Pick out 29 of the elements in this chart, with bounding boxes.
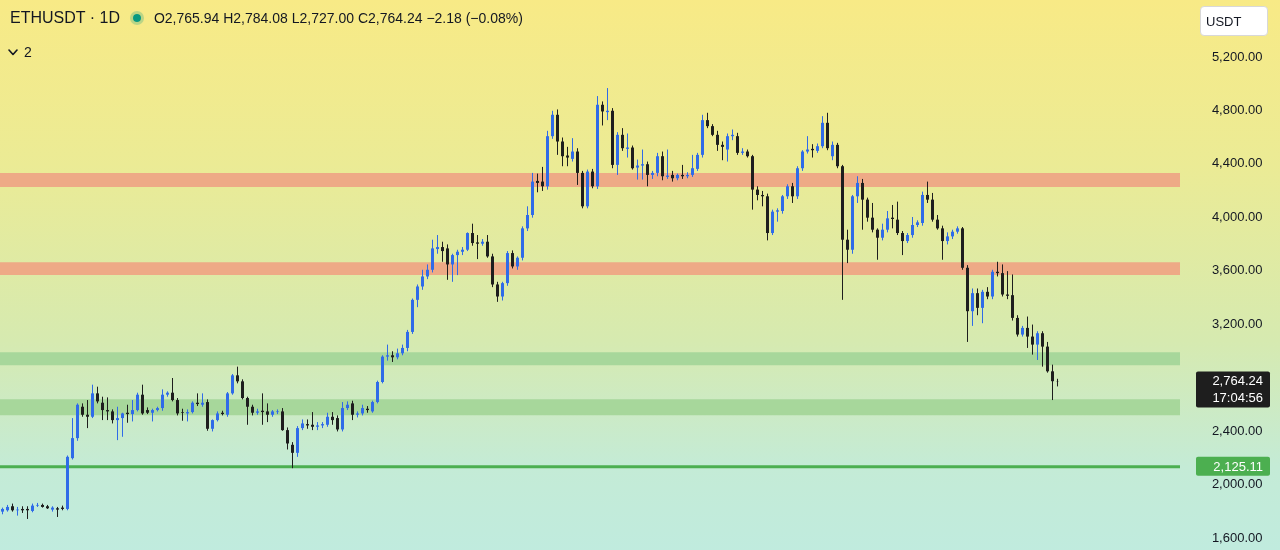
y-tick-label: 3,600.00	[1211, 262, 1263, 278]
candlestick	[356, 410, 359, 418]
unit-button: USDT	[1200, 6, 1268, 36]
y-tick-label: 2,400.00	[1211, 422, 1263, 438]
candlestick	[776, 207, 779, 223]
candlestick	[276, 408, 279, 415]
text: 2,764.24	[1212, 373, 1263, 389]
chart-subtitle: O2,765.94 H2,784.08 L2,727.00 C2,764.24 −2.18 (−0.08%)	[153, 10, 523, 26]
text: 17:04:56	[1212, 390, 1263, 406]
candlestick	[386, 344, 389, 362]
y-tick-label: 1,600.00	[1211, 529, 1263, 545]
y-tick-label: 4,400.00	[1211, 155, 1263, 171]
y-tick-label: 5,200.00	[1211, 48, 1263, 64]
candlestick	[36, 502, 39, 508]
y-tick-label: 4,000.00	[1211, 208, 1263, 224]
ref-line-label: 2,125.11	[1213, 458, 1263, 474]
chart-title: ETHUSDT · 1D	[10, 9, 120, 27]
candlestick	[641, 149, 644, 181]
y-tick-label: 3,200.00	[1211, 315, 1263, 331]
candlestick	[181, 408, 184, 422]
candlestick	[476, 234, 479, 260]
candlestick	[56, 506, 59, 518]
y-tick-label: 2,000.00	[1211, 476, 1263, 492]
candlestick	[256, 408, 259, 416]
y-axis-title: USDT	[1206, 13, 1242, 29]
y-tick-label: 4,800.00	[1211, 101, 1263, 117]
candlestick	[1006, 270, 1009, 300]
annotation: 2	[24, 44, 32, 60]
candlestick	[316, 421, 319, 431]
